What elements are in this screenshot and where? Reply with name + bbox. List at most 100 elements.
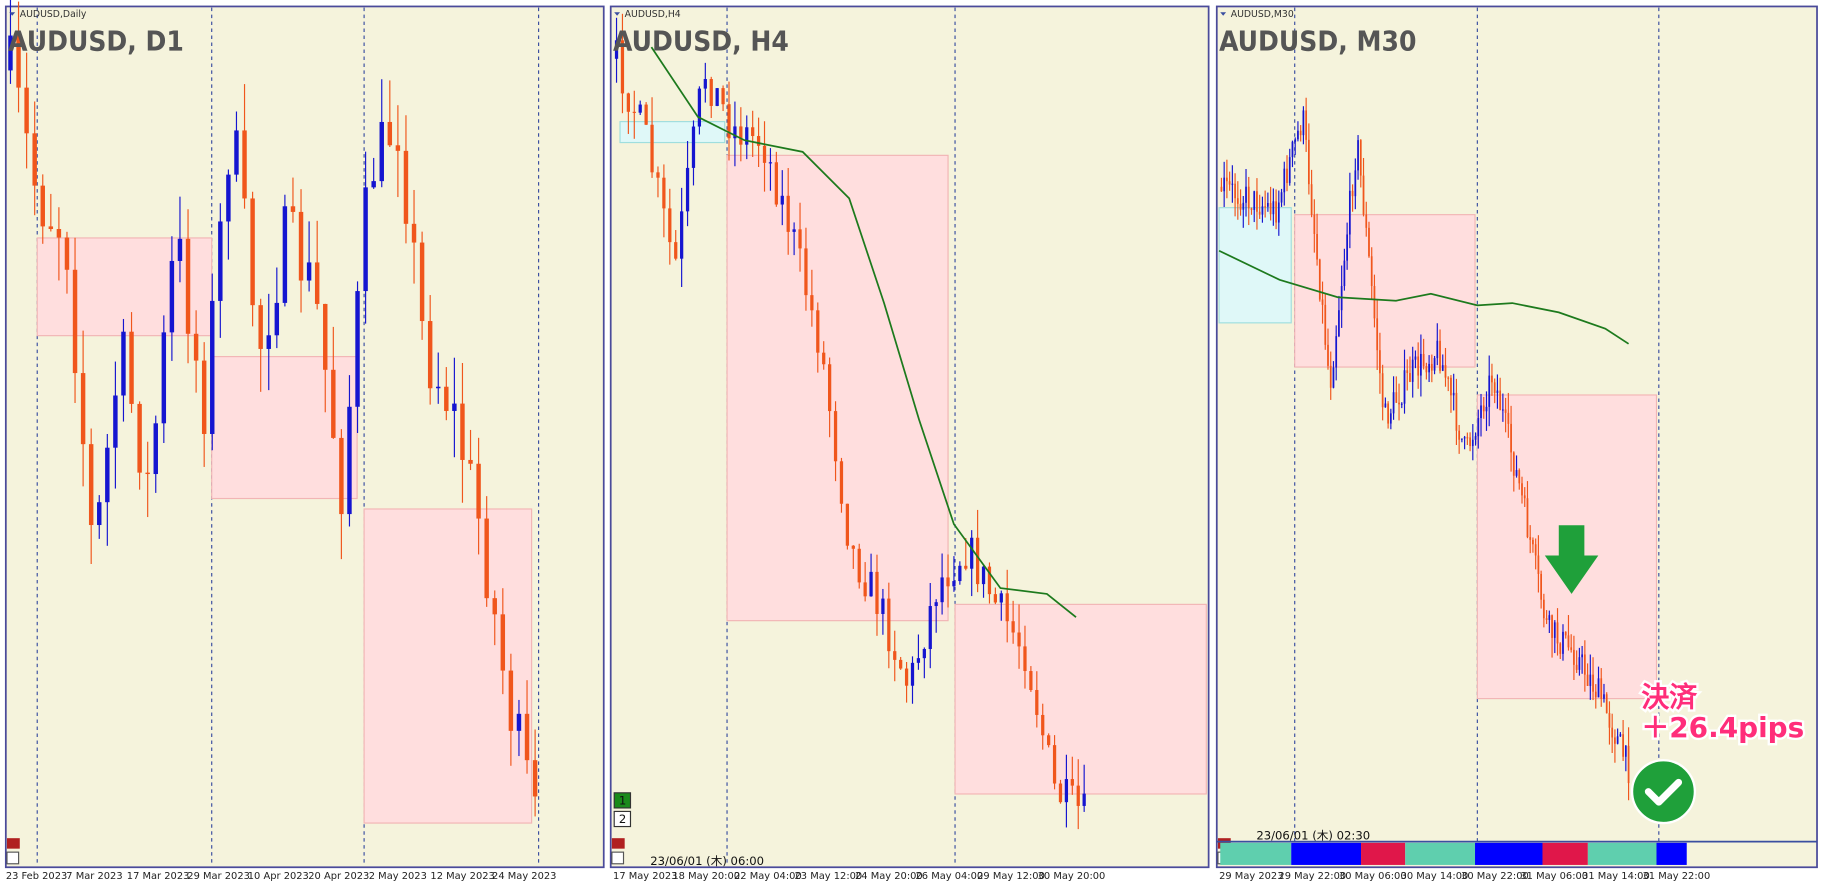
candle-body bbox=[638, 104, 642, 113]
candle-body bbox=[751, 127, 755, 137]
candle-body bbox=[532, 760, 538, 797]
chart-panel: AUDUSD,Daily AUDUSD, D1 bbox=[4, 0, 605, 869]
candle-body bbox=[1583, 654, 1586, 675]
candle-body bbox=[8, 35, 13, 71]
signal-bar bbox=[1405, 842, 1476, 865]
candle-body bbox=[1466, 437, 1469, 439]
x-axis-label: 17 May 2023 bbox=[613, 871, 677, 882]
candle-body bbox=[1540, 573, 1543, 600]
candle-body bbox=[768, 162, 773, 164]
candle-body bbox=[727, 104, 731, 139]
candle-body bbox=[1589, 674, 1592, 686]
candle-body bbox=[899, 659, 903, 669]
x-axis-label: 23 Feb 2023 bbox=[6, 871, 67, 882]
x-axis-label: 31 May 06:00 bbox=[1520, 871, 1588, 882]
candle-body bbox=[1616, 736, 1619, 744]
candle-body bbox=[1507, 412, 1510, 424]
candle-body bbox=[1376, 318, 1379, 351]
candle-body bbox=[1223, 177, 1226, 192]
candle-body bbox=[1250, 208, 1253, 210]
candle-body bbox=[1052, 745, 1057, 784]
candle-body bbox=[981, 566, 986, 585]
result-annotation: ＋26.4pips bbox=[1641, 711, 1804, 744]
candle-body bbox=[411, 223, 417, 243]
candle-body bbox=[1562, 631, 1564, 654]
dropdown-icon[interactable] bbox=[1220, 12, 1227, 16]
candle-body bbox=[1603, 694, 1605, 699]
badge bbox=[613, 792, 632, 809]
x-axis-label: 29 May 22:00 bbox=[1278, 871, 1346, 882]
candle-body bbox=[1269, 203, 1272, 215]
candle-body bbox=[1425, 366, 1428, 373]
candle-body bbox=[1485, 406, 1488, 412]
candle-body bbox=[1239, 203, 1242, 210]
signal-bar bbox=[1542, 842, 1588, 865]
candle-body bbox=[1379, 350, 1381, 374]
candle-body bbox=[1297, 130, 1299, 140]
dropdown-icon[interactable] bbox=[614, 12, 621, 16]
candle-body bbox=[347, 406, 352, 515]
candle-body bbox=[952, 581, 956, 587]
candle-body bbox=[668, 208, 672, 243]
candle-body bbox=[1283, 168, 1286, 193]
candle-body bbox=[476, 463, 481, 519]
candle-body bbox=[266, 335, 271, 349]
candle-body bbox=[1463, 437, 1466, 439]
zone-box bbox=[1218, 207, 1292, 324]
candle-body bbox=[1351, 190, 1354, 197]
candle-body bbox=[1253, 191, 1256, 210]
candle-body bbox=[887, 598, 891, 652]
candle-body bbox=[1011, 621, 1015, 633]
candle-body bbox=[1313, 214, 1316, 234]
x-axis-label: 30 May 22:00 bbox=[1461, 871, 1529, 882]
timestamp: 23/06/01 (木) 06:00 bbox=[650, 854, 764, 868]
candle-body bbox=[1422, 353, 1425, 367]
candle-body bbox=[1288, 157, 1291, 184]
candle-body bbox=[786, 195, 790, 232]
down-arrow bbox=[1544, 525, 1599, 594]
candle-body bbox=[1228, 181, 1231, 185]
candle-body bbox=[1553, 622, 1556, 638]
candle-body bbox=[1365, 214, 1368, 228]
signal-bar bbox=[1656, 842, 1687, 865]
candle-body bbox=[1329, 365, 1332, 388]
candle-body bbox=[177, 238, 183, 261]
candle-body bbox=[1548, 615, 1551, 620]
x-axis-label: 12 May 2023 bbox=[430, 871, 494, 882]
candle-body bbox=[379, 121, 384, 182]
candle-body bbox=[1384, 403, 1387, 408]
candle-body bbox=[1608, 713, 1611, 728]
candle-body bbox=[1433, 358, 1436, 371]
candle-body bbox=[1280, 192, 1283, 203]
close-button[interactable] bbox=[6, 838, 20, 849]
candle-body bbox=[691, 126, 696, 168]
candle-body bbox=[1545, 618, 1548, 620]
candle-body bbox=[331, 369, 336, 438]
candle-body bbox=[355, 291, 360, 407]
moving-average bbox=[1218, 249, 1630, 345]
candle-body bbox=[1458, 430, 1461, 440]
x-axis-label: 30 May 14:00 bbox=[1401, 871, 1469, 882]
candle-body bbox=[1327, 344, 1329, 366]
delete-button[interactable] bbox=[611, 851, 625, 865]
close-button[interactable] bbox=[611, 838, 625, 849]
candle-body bbox=[810, 295, 814, 311]
candle-body bbox=[193, 333, 199, 361]
candle-body bbox=[1368, 227, 1370, 257]
candle-body bbox=[851, 545, 855, 549]
candle-body bbox=[733, 126, 737, 139]
candle-body bbox=[816, 310, 820, 353]
candle-body bbox=[1076, 785, 1080, 806]
signal-bar bbox=[1361, 842, 1406, 865]
candle-body bbox=[1082, 793, 1086, 806]
candle-body bbox=[371, 181, 376, 188]
candle-body bbox=[460, 403, 465, 460]
candle-body bbox=[1291, 141, 1294, 158]
candle-body bbox=[1275, 201, 1277, 223]
candle-body bbox=[129, 331, 134, 404]
candle-body bbox=[1614, 737, 1616, 744]
dropdown-icon[interactable] bbox=[9, 12, 16, 16]
candle-body bbox=[975, 537, 980, 585]
delete-button[interactable] bbox=[6, 851, 20, 865]
symbol-label: AUDUSD,M30 bbox=[1231, 9, 1294, 20]
